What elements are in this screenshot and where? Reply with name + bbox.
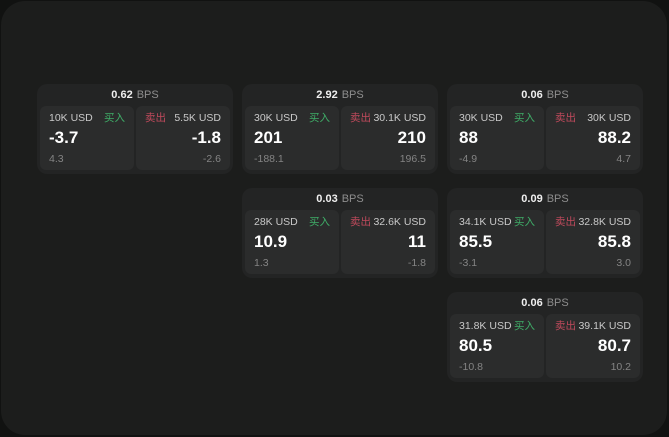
sell-delta: -2.6 xyxy=(202,153,221,165)
sell-side-label: 卖出 xyxy=(145,112,166,124)
sell-amount: 30.1K USD xyxy=(373,112,426,124)
buy-delta: 4.3 xyxy=(49,153,64,165)
buy-price: 10.9 xyxy=(254,232,288,251)
sell-side-label: 卖出 xyxy=(350,216,371,228)
sell-price: 11 xyxy=(408,232,426,251)
card-header: 0.03 BPS xyxy=(245,188,435,210)
buy-price: 201 xyxy=(254,128,283,147)
sell-amount: 30K USD xyxy=(587,112,631,124)
buy-amount: 30K USD xyxy=(254,112,298,124)
bps-unit-label: BPS xyxy=(546,193,569,205)
buy-delta: -3.1 xyxy=(459,257,478,269)
sell-delta: 196.5 xyxy=(399,153,426,165)
quote-card: 2.92 BPS 30K USD 买入 201 -188.1 卖出 30.1K … xyxy=(242,84,438,174)
buy-panel[interactable]: 10K USD 买入 -3.7 4.3 xyxy=(40,106,134,170)
buy-panel[interactable]: 30K USD 买入 201 -188.1 xyxy=(245,106,339,170)
sell-panel[interactable]: 卖出 5.5K USD -1.8 -2.6 xyxy=(136,106,230,170)
buy-panel[interactable]: 30K USD 买入 88 -4.9 xyxy=(450,106,544,170)
sell-delta: 4.7 xyxy=(616,153,631,165)
sell-price: 85.8 xyxy=(597,232,631,251)
buy-price: 85.5 xyxy=(459,232,493,251)
card-header: 0.06 BPS xyxy=(450,84,640,106)
card-header: 0.06 BPS xyxy=(450,292,640,314)
sell-side-label: 卖出 xyxy=(555,216,576,228)
buy-amount: 31.8K USD xyxy=(459,320,512,332)
quote-card: 0.03 BPS 28K USD 买入 10.9 1.3 卖出 32.6K US… xyxy=(242,188,438,278)
quote-card: 0.62 BPS 10K USD 买入 -3.7 4.3 卖出 5.5K USD… xyxy=(37,84,233,174)
buy-delta: -10.8 xyxy=(459,361,483,373)
sell-price: 88.2 xyxy=(597,128,631,147)
buy-amount: 10K USD xyxy=(49,112,93,124)
buy-side-label: 买入 xyxy=(514,216,535,228)
quote-card: 0.06 BPS 31.8K USD 买入 80.5 -10.8 卖出 39.1… xyxy=(447,292,643,382)
bps-value: 0.03 xyxy=(316,193,338,205)
sell-panel[interactable]: 卖出 30K USD 88.2 4.7 xyxy=(546,106,640,170)
bps-unit-label: BPS xyxy=(136,89,159,101)
sell-amount: 32.6K USD xyxy=(373,216,426,228)
bps-value: 0.09 xyxy=(521,193,543,205)
buy-price: -3.7 xyxy=(49,128,79,147)
buy-side-label: 买入 xyxy=(309,112,330,124)
buy-side-label: 买入 xyxy=(104,112,125,124)
bps-value: 0.62 xyxy=(111,89,133,101)
quote-card: 0.09 BPS 34.1K USD 买入 85.5 -3.1 卖出 32.8K… xyxy=(447,188,643,278)
sell-panel[interactable]: 卖出 39.1K USD 80.7 10.2 xyxy=(546,314,640,378)
sell-amount: 5.5K USD xyxy=(174,112,221,124)
buy-amount: 28K USD xyxy=(254,216,298,228)
bps-unit-label: BPS xyxy=(546,89,569,101)
sell-delta: 3.0 xyxy=(616,257,631,269)
card-header: 0.62 BPS xyxy=(40,84,230,106)
sell-panel[interactable]: 卖出 30.1K USD 210 196.5 xyxy=(341,106,435,170)
bps-value: 0.06 xyxy=(521,297,543,309)
buy-amount: 30K USD xyxy=(459,112,503,124)
buy-side-label: 买入 xyxy=(514,112,535,124)
buy-delta: 1.3 xyxy=(254,257,269,269)
sell-side-label: 卖出 xyxy=(555,112,576,124)
buy-price: 88 xyxy=(459,128,478,147)
bps-unit-label: BPS xyxy=(341,193,364,205)
sell-delta: 10.2 xyxy=(610,361,631,373)
buy-side-label: 买入 xyxy=(514,320,535,332)
sell-price: -1.8 xyxy=(191,128,221,147)
sell-side-label: 卖出 xyxy=(555,320,576,332)
sell-price: 80.7 xyxy=(597,336,631,355)
bps-unit-label: BPS xyxy=(546,297,569,309)
sell-panel[interactable]: 卖出 32.8K USD 85.8 3.0 xyxy=(546,210,640,274)
bps-value: 0.06 xyxy=(521,89,543,101)
sell-price: 210 xyxy=(397,128,426,147)
sell-panel[interactable]: 卖出 32.6K USD 11 -1.8 xyxy=(341,210,435,274)
sell-delta: -1.8 xyxy=(407,257,426,269)
buy-side-label: 买入 xyxy=(309,216,330,228)
buy-panel[interactable]: 34.1K USD 买入 85.5 -3.1 xyxy=(450,210,544,274)
quote-card: 0.06 BPS 30K USD 买入 88 -4.9 卖出 30K USD 8… xyxy=(447,84,643,174)
bps-unit-label: BPS xyxy=(341,89,364,101)
buy-price: 80.5 xyxy=(459,336,493,355)
bps-value: 2.92 xyxy=(316,89,338,101)
buy-panel[interactable]: 28K USD 买入 10.9 1.3 xyxy=(245,210,339,274)
buy-panel[interactable]: 31.8K USD 买入 80.5 -10.8 xyxy=(450,314,544,378)
card-header: 2.92 BPS xyxy=(245,84,435,106)
buy-delta: -4.9 xyxy=(459,153,478,165)
buy-delta: -188.1 xyxy=(254,153,284,165)
card-header: 0.09 BPS xyxy=(450,188,640,210)
sell-amount: 39.1K USD xyxy=(578,320,631,332)
sell-side-label: 卖出 xyxy=(350,112,371,124)
buy-amount: 34.1K USD xyxy=(459,216,512,228)
sell-amount: 32.8K USD xyxy=(578,216,631,228)
